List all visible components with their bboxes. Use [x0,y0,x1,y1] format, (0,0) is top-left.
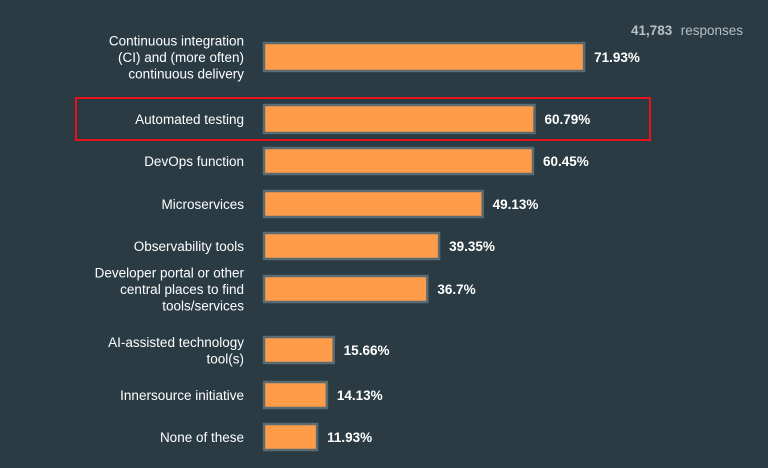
bar [262,422,319,452]
category-label: Developer portal or other central places … [95,266,245,314]
bar-value-label: 60.79% [545,112,591,127]
category-label-line: AI-assisted technology [108,335,244,350]
bar [262,380,329,410]
bars-layer: 71.93% Continuous integration (CI) and (mo… [75,34,651,452]
highlight-box [75,97,651,141]
category-label-line: Observability tools [134,239,245,254]
category-label: DevOps function [144,154,244,169]
category-label: Continuous integration (CI) and (more oft… [109,34,244,82]
category-label-line: tools/services [162,299,244,314]
category-label: Microservices [161,197,244,212]
category-label-line: Microservices [161,197,244,212]
bar [262,274,429,304]
category-label: Automated testing [135,112,244,127]
category-label-line: Automated testing [135,112,244,127]
bar [262,231,441,261]
category-label: Innersource initiative [120,388,244,403]
category-label-line: None of these [160,430,244,445]
bar-value-label: 71.93% [594,50,640,65]
category-label-line: central places to find [120,282,244,297]
category-label: AI-assisted technology tool(s) [108,335,244,367]
bar-value-label: 39.35% [449,239,495,254]
response-count: 41,783 [631,23,673,38]
category-label-line: continuous delivery [128,67,244,82]
bar-value-label: 36.7% [437,282,475,297]
category-label-line: Innersource initiative [120,388,244,403]
category-label: None of these [160,430,244,445]
category-label: Observability tools [134,239,245,254]
response-word: responses [681,23,744,38]
category-label-line: Continuous integration [109,34,244,49]
bar-value-label: 14.13% [337,388,383,403]
bar [262,146,535,176]
bar [262,189,484,219]
bar-value-label: 11.93% [327,430,372,445]
bar [262,103,536,135]
category-label-line: tool(s) [206,351,244,366]
response-count-label: 41,783 responses [631,22,743,39]
bar [262,41,586,73]
bar-value-label: 49.13% [493,197,539,212]
bar [262,335,335,365]
category-label-line: Developer portal or other [95,266,245,281]
category-label-line: (CI) and (more often) [118,50,244,65]
bar-value-label: 60.45% [543,154,589,169]
category-label-line: DevOps function [144,154,244,169]
bar-value-label: 15.66% [344,343,390,358]
